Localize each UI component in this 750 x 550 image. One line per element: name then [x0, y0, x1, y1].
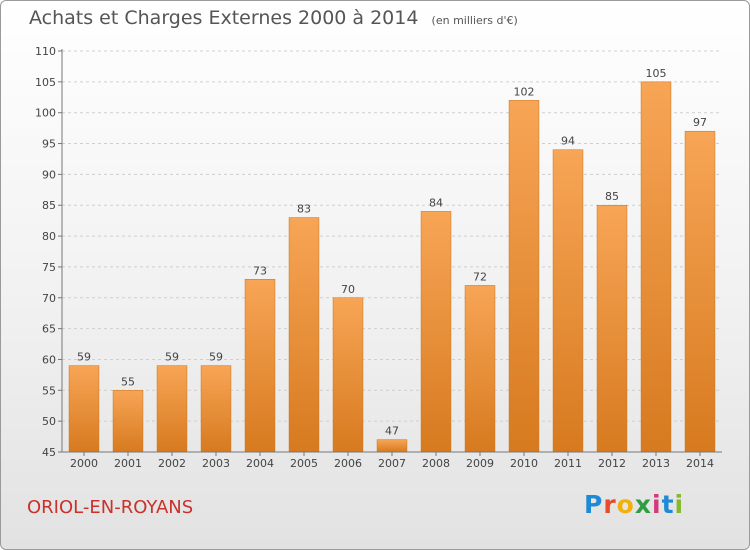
bar [244, 279, 276, 453]
x-tick-label: 2000 [70, 457, 98, 470]
x-tick-label: 2004 [246, 457, 274, 470]
bar [68, 365, 100, 453]
logo-letter: i [674, 490, 685, 519]
y-tick-label: 70 [42, 292, 56, 305]
value-label: 85 [605, 190, 619, 203]
logo-letter: i [652, 490, 662, 519]
logo-letter: o [616, 490, 635, 519]
y-tick-label: 85 [42, 199, 56, 212]
logo-letter: x [634, 490, 652, 519]
bar [508, 100, 540, 453]
logo-letter: t [661, 490, 675, 519]
bar [464, 285, 496, 453]
value-label: 70 [341, 283, 355, 296]
y-tick-label: 65 [42, 323, 56, 336]
bar [112, 390, 144, 453]
y-tick-label: 95 [42, 138, 56, 151]
value-label: 72 [473, 270, 487, 283]
y-tick-label: 50 [42, 415, 56, 428]
x-tick-label: 2002 [158, 457, 186, 470]
x-tick-label: 2005 [290, 457, 318, 470]
logo-letter: P [584, 490, 604, 519]
bar [156, 365, 188, 453]
axis-layer: 45 50 55 60 65 70 75 80 85 90 95 100 105 110 2000 2001 2… [35, 45, 722, 470]
value-label: 105 [646, 67, 667, 80]
chart-title: Achats et Charges Externes 2000 à 2014 (… [29, 7, 518, 29]
value-label: 102 [514, 85, 535, 98]
x-tick-label: 2011 [554, 457, 582, 470]
bar [332, 297, 364, 453]
y-tick-label: 105 [35, 76, 56, 89]
proxiti-logo: Proxiti [584, 490, 684, 519]
title-text: Achats et Charges Externes 2000 à 2014 [29, 7, 419, 29]
y-tick-label: 100 [35, 107, 56, 120]
x-tick-label: 2013 [642, 457, 670, 470]
x-tick-label: 2008 [422, 457, 450, 470]
value-label: 55 [121, 375, 135, 388]
bar [596, 204, 628, 453]
bar [288, 217, 320, 453]
y-tick-label: 110 [35, 45, 56, 58]
value-label: 83 [297, 203, 311, 216]
y-tick-label: 80 [42, 230, 56, 243]
x-tick-label: 2001 [114, 457, 142, 470]
y-tick-label: 55 [42, 384, 56, 397]
y-tick-label: 45 [42, 446, 56, 459]
x-tick-label: 2014 [686, 457, 714, 470]
y-tick-label: 90 [42, 168, 56, 181]
x-tick-label: 2010 [510, 457, 538, 470]
x-tick-label: 2007 [378, 457, 406, 470]
value-label: 47 [385, 425, 399, 438]
value-label: 59 [165, 351, 179, 364]
value-label: 97 [693, 116, 707, 129]
bar [552, 149, 584, 453]
value-label: 59 [77, 351, 91, 364]
x-tick-label: 2003 [202, 457, 230, 470]
bars-layer: 59 55 59 59 73 83 70 47 84 72 102 94 85 105 97 [68, 67, 716, 453]
bar [640, 81, 672, 453]
y-tick-label: 75 [42, 261, 56, 274]
value-label: 73 [253, 264, 267, 277]
bar [684, 130, 716, 453]
x-tick-label: 2006 [334, 457, 362, 470]
value-label: 84 [429, 196, 443, 209]
value-label: 59 [209, 351, 223, 364]
value-label: 94 [561, 135, 575, 148]
logo-letter: r [603, 490, 617, 519]
bar [420, 211, 452, 453]
y-tick-label: 60 [42, 353, 56, 366]
bar [376, 439, 408, 453]
x-tick-label: 2009 [466, 457, 494, 470]
grid-layer [62, 50, 722, 453]
unit-text: (en milliers d'€) [431, 14, 518, 27]
x-tick-label: 2012 [598, 457, 626, 470]
bar [200, 365, 232, 453]
commune-name: ORIOL-EN-ROYANS [27, 497, 194, 518]
